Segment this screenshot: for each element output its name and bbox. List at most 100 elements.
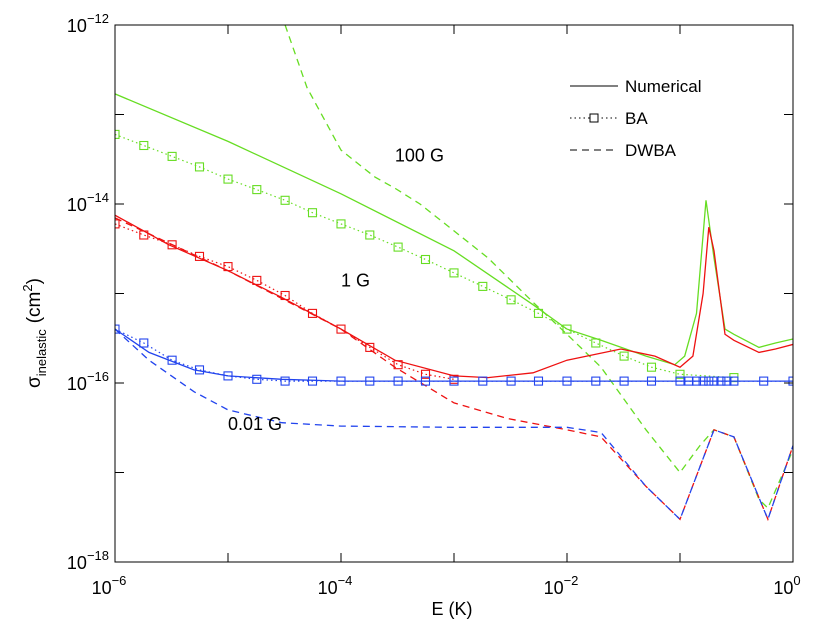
tick-base: 10 bbox=[92, 578, 112, 598]
y-tick-label: 10−14 bbox=[67, 190, 109, 215]
data-point-marker bbox=[365, 376, 375, 386]
series-100G-numerical bbox=[115, 93, 793, 366]
data-point-marker bbox=[194, 365, 205, 375]
x-tick-label: 10−6 bbox=[92, 573, 127, 598]
data-point-marker bbox=[365, 230, 375, 240]
data-point-marker bbox=[675, 369, 685, 379]
data-point-marker bbox=[729, 376, 739, 386]
tick-base: 10 bbox=[544, 578, 564, 598]
y-tick-label: 10−16 bbox=[67, 369, 109, 394]
data-point-marker bbox=[506, 295, 516, 305]
tick-base: 10 bbox=[773, 578, 793, 598]
tick-exponent: −2 bbox=[564, 573, 579, 588]
data-point-marker bbox=[759, 376, 769, 386]
series-label: 100 G bbox=[395, 145, 444, 165]
y-axis-label-unit-close: ) bbox=[24, 278, 45, 284]
data-point-marker bbox=[591, 376, 601, 386]
data-point-marker bbox=[280, 376, 290, 386]
series-1G-dwba bbox=[115, 217, 793, 522]
data-point-marker bbox=[420, 254, 431, 265]
data-point-marker bbox=[691, 376, 702, 386]
data-point-marker bbox=[420, 376, 431, 386]
data-point-marker bbox=[167, 355, 177, 365]
y-axis-label-unit-exponent: 2 bbox=[20, 284, 35, 291]
y-axis-label-unit: (cm bbox=[24, 292, 45, 324]
data-point-marker bbox=[533, 376, 544, 386]
data-point-marker bbox=[506, 376, 516, 386]
data-point-marker bbox=[788, 376, 793, 386]
series-line bbox=[115, 328, 793, 382]
data-point-marker bbox=[280, 195, 290, 205]
tick-base: 10 bbox=[318, 578, 338, 598]
legend-label: DWBA bbox=[625, 141, 677, 160]
series-line bbox=[115, 223, 455, 380]
legend-label: BA bbox=[625, 109, 648, 128]
data-point-marker bbox=[704, 376, 714, 386]
data-point-marker bbox=[223, 371, 233, 381]
data-point-marker bbox=[449, 268, 459, 278]
data-point-marker bbox=[115, 324, 120, 334]
series-label: 0.01 G bbox=[228, 414, 282, 434]
data-point-marker bbox=[698, 376, 708, 386]
data-point-marker bbox=[449, 376, 459, 386]
data-point-marker bbox=[619, 351, 629, 361]
data-point-marker bbox=[420, 369, 431, 379]
tick-exponent: −4 bbox=[338, 573, 353, 588]
x-axis-label: E (K) bbox=[431, 599, 472, 619]
data-point-marker bbox=[591, 338, 601, 348]
data-point-marker bbox=[619, 376, 629, 386]
series-line bbox=[115, 217, 793, 522]
data-point-marker bbox=[393, 376, 403, 386]
tick-exponent: −6 bbox=[112, 573, 127, 588]
data-point-marker bbox=[336, 324, 346, 334]
data-point-marker bbox=[722, 376, 732, 386]
data-point-marker bbox=[562, 376, 572, 386]
tick-exponent: 0 bbox=[793, 573, 800, 588]
data-point-marker bbox=[307, 208, 318, 218]
legend: Numerical BA DWBA bbox=[570, 77, 702, 160]
data-point-marker bbox=[115, 129, 120, 139]
tick-base: 10 bbox=[67, 553, 87, 573]
data-point-marker bbox=[646, 376, 657, 386]
series-100G-ba bbox=[115, 129, 739, 383]
data-point-marker bbox=[533, 308, 544, 318]
series-layer bbox=[115, 25, 793, 522]
data-point-marker bbox=[139, 140, 149, 151]
series-001G-ba bbox=[115, 324, 793, 386]
data-point-marker bbox=[709, 376, 719, 386]
series-001G-dwba bbox=[115, 328, 793, 522]
x-tick-label: 10−4 bbox=[318, 573, 353, 598]
data-point-marker bbox=[115, 219, 120, 229]
data-point-marker bbox=[139, 338, 149, 348]
tick-exponent: −18 bbox=[87, 548, 109, 563]
data-point-marker bbox=[716, 376, 726, 386]
y-axis-label-symbol: σ bbox=[24, 376, 45, 388]
data-point-marker bbox=[336, 219, 346, 229]
data-point-marker bbox=[194, 162, 205, 172]
data-point-marker bbox=[280, 290, 290, 301]
x-tick-label: 100 bbox=[773, 573, 800, 598]
series-line bbox=[115, 133, 734, 379]
data-point-marker bbox=[167, 151, 177, 161]
data-point-marker bbox=[336, 376, 346, 386]
y-axis-label: σinelastic (cm2) bbox=[20, 278, 49, 388]
data-point-marker bbox=[167, 240, 177, 250]
series-001G-numerical bbox=[115, 328, 793, 382]
series-line bbox=[115, 93, 793, 366]
ticks-layer bbox=[114, 24, 794, 563]
data-point-marker bbox=[223, 174, 233, 184]
data-point-marker bbox=[675, 376, 685, 386]
x-tick-label: 10−2 bbox=[544, 573, 579, 598]
legend-entry-numerical: Numerical bbox=[570, 77, 702, 96]
tick-exponent: −14 bbox=[87, 190, 109, 205]
data-point-marker bbox=[562, 324, 572, 334]
tick-base: 10 bbox=[67, 195, 87, 215]
data-point-marker bbox=[139, 230, 149, 240]
y-tick-label: 10−18 bbox=[67, 548, 109, 573]
data-point-marker bbox=[252, 185, 262, 195]
tick-exponent: −16 bbox=[87, 369, 109, 384]
tick-base: 10 bbox=[67, 374, 87, 394]
y-axis-label-subscript: inelastic bbox=[34, 329, 49, 376]
